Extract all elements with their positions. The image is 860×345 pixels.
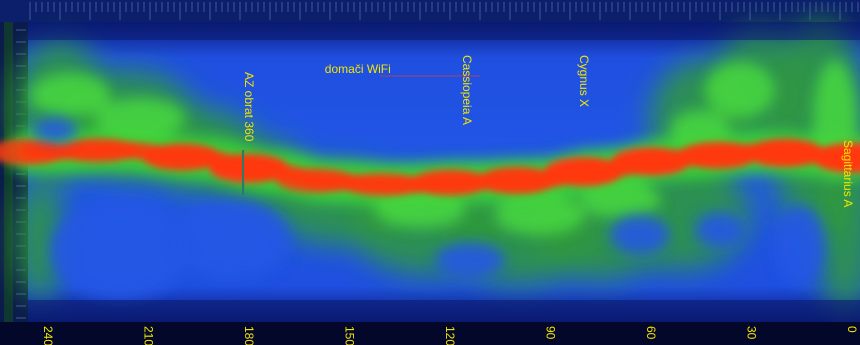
- blue-hole: [775, 205, 825, 285]
- x-tick-label: 120: [443, 326, 457, 345]
- ruler-ticks: [29, 2, 859, 20]
- bright-green-region: [375, 192, 465, 228]
- heatmap-field: [0, 20, 860, 322]
- x-tick-label: 210: [142, 326, 156, 345]
- annotation-label: domači WiFi: [325, 62, 391, 76]
- bright-green-region: [705, 62, 775, 118]
- top-ruler: [0, 0, 860, 22]
- bright-green-region: [670, 110, 730, 150]
- annotations: AZ obrat 360 domači WiFi Cassiopeia A Cygnu…: [242, 55, 855, 207]
- blue-hole: [50, 200, 190, 300]
- annotation-label: AZ obrat 360: [242, 72, 256, 142]
- x-tick-label: 180: [242, 326, 256, 345]
- x-tick-label: 240: [41, 326, 55, 345]
- bright-green-region: [30, 73, 110, 117]
- bright-green-region: [95, 98, 185, 138]
- hot-band-fill: [838, 148, 860, 167]
- blue-hole: [435, 242, 505, 278]
- annotation-label: Sagittarius A: [841, 140, 855, 207]
- x-tick-label: 0: [845, 326, 859, 333]
- x-tick-label: 30: [745, 326, 759, 340]
- heatmap-red-band: [0, 137, 860, 197]
- heatmap-blue-holes: [33, 118, 825, 300]
- blue-hole: [170, 200, 290, 280]
- bright-green-region: [580, 182, 660, 218]
- green-region: [15, 180, 65, 300]
- green-region: [815, 150, 860, 310]
- x-tick-label: 60: [644, 326, 658, 340]
- annotation-label: Cassiopeia A: [460, 55, 474, 125]
- blue-hole: [33, 118, 77, 142]
- bright-green-region: [495, 195, 585, 235]
- annotation-label: Cygnus X: [577, 55, 591, 107]
- x-tick-label: 150: [343, 326, 357, 345]
- x-tick-label: 90: [544, 326, 558, 340]
- blue-hole: [695, 212, 745, 248]
- blue-hole: [610, 215, 670, 255]
- x-axis-tick-labels: 240 210 180 150 120 90 60 30 0: [41, 326, 859, 345]
- x-axis-strip: 240 210 180 150 120 90 60 30 0: [0, 322, 860, 345]
